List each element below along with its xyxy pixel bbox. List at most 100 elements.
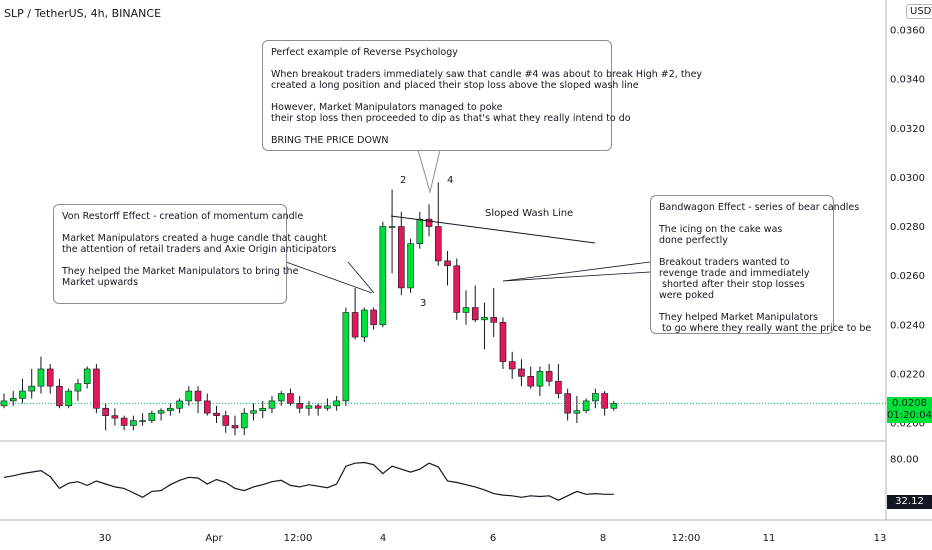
label-3: 3	[420, 298, 426, 309]
candle-up[interactable]	[610, 403, 618, 409]
candle-up[interactable]	[148, 412, 156, 421]
candle-down[interactable]	[314, 405, 322, 409]
candle-up[interactable]	[0, 400, 8, 407]
candle-down[interactable]	[527, 376, 534, 387]
candle-down[interactable]	[56, 385, 63, 407]
left-note-pointer	[347, 261, 375, 294]
candle-down[interactable]	[102, 407, 109, 416]
candle-up[interactable]	[333, 400, 340, 407]
candle-down[interactable]	[194, 390, 202, 402]
note-line: were poked	[659, 290, 715, 301]
note-bandwagon[interactable]: Bandwagon Effect - series of bear candle…	[650, 195, 871, 334]
sloped-wash-line[interactable]	[390, 215, 596, 244]
candle-up[interactable]	[240, 412, 248, 429]
candle-up[interactable]	[379, 226, 387, 326]
candle-up[interactable]	[185, 390, 193, 402]
candle-up[interactable]	[462, 307, 470, 313]
price-tick-label: 0.0300	[890, 173, 925, 184]
note-line: They helped the Market Manipulators to b…	[62, 266, 299, 277]
note-line: created a long position and placed their…	[271, 80, 639, 91]
price-tick-label: 0.0320	[890, 124, 925, 135]
note-line: Von Restorff Effect - creation of moment…	[62, 211, 304, 222]
candle-down[interactable]	[93, 368, 100, 409]
candle-down[interactable]	[434, 226, 442, 262]
candle-up[interactable]	[37, 368, 45, 387]
note-reverse-psychology[interactable]: Perfect example of Reverse Psychology Whe…	[262, 40, 702, 151]
bar-countdown: 01:20:04	[887, 410, 932, 421]
candle-up[interactable]	[167, 407, 174, 412]
candle-down[interactable]	[222, 415, 230, 426]
candle-down[interactable]	[453, 265, 461, 313]
candle-down[interactable]	[555, 380, 562, 394]
note-line: done perfectly	[659, 235, 728, 246]
candle-up[interactable]	[342, 312, 350, 402]
candle-down[interactable]	[425, 218, 433, 227]
candle-up[interactable]	[65, 390, 72, 407]
price-tick-label: 0.0360	[890, 26, 925, 37]
candle-down[interactable]	[120, 417, 128, 426]
candle-down[interactable]	[398, 226, 405, 289]
candle-up[interactable]	[407, 243, 414, 289]
center-note-pointer	[417, 149, 441, 194]
candle-up[interactable]	[19, 390, 26, 399]
candle-up[interactable]	[139, 420, 146, 422]
note-von-restorff[interactable]: Von Restorff Effect - creation of moment…	[53, 204, 336, 304]
candle-up[interactable]	[361, 309, 368, 338]
candle-up[interactable]	[416, 218, 424, 244]
candle-down[interactable]	[545, 371, 553, 382]
candle-up[interactable]	[250, 410, 257, 414]
candle-up[interactable]	[74, 383, 82, 392]
candle-down[interactable]	[471, 307, 479, 321]
note-line: Market Manipulators created a huge candl…	[62, 233, 328, 244]
price-tick-label: 0.0260	[890, 271, 925, 282]
candle-up[interactable]	[481, 317, 488, 321]
candle-up[interactable]	[573, 410, 581, 414]
candle-up[interactable]	[536, 371, 544, 387]
candle-down[interactable]	[490, 317, 498, 323]
time-axis[interactable]: 30 Apr 12:00 4 6 8 12:00 11 13	[99, 533, 887, 544]
candle-down[interactable]	[351, 312, 359, 338]
candle-up[interactable]	[176, 400, 183, 409]
candle-down[interactable]	[518, 368, 525, 377]
label-4: 4	[447, 175, 453, 186]
time-tick-label: 4	[380, 533, 386, 544]
candle-up[interactable]	[305, 405, 313, 409]
time-tick-label: 30	[99, 533, 112, 544]
price-axis[interactable]: 0.0360 0.0340 0.0320 0.0300 0.0280 0.0260 0.02…	[890, 26, 925, 430]
candle-up[interactable]	[582, 400, 590, 412]
note-line: their stop loss then proceeded to dip as…	[271, 113, 631, 124]
candle-up[interactable]	[259, 407, 267, 412]
candle-down[interactable]	[46, 368, 54, 387]
note-line	[659, 246, 825, 257]
candle-up[interactable]	[324, 405, 331, 409]
last-price-value: 0.0208	[892, 398, 927, 409]
last-price-badge: 0.0208 01:20:04	[887, 397, 932, 423]
candle-down[interactable]	[203, 400, 211, 414]
candle-down[interactable]	[231, 425, 239, 429]
candle-up[interactable]	[157, 410, 165, 414]
candle-up[interactable]	[130, 420, 137, 426]
candle-down[interactable]	[601, 393, 608, 409]
candle-down[interactable]	[499, 321, 507, 362]
candle-down[interactable]	[564, 393, 571, 414]
note-line	[659, 213, 825, 224]
candle-up[interactable]	[83, 368, 91, 384]
candle-down[interactable]	[444, 260, 451, 267]
candle-down[interactable]	[111, 415, 119, 419]
candle-up[interactable]	[9, 398, 17, 402]
candles[interactable]	[0, 182, 618, 436]
candle-up[interactable]	[592, 393, 599, 402]
candle-down[interactable]	[213, 412, 220, 416]
candle-up[interactable]	[268, 400, 276, 409]
candle-down[interactable]	[296, 403, 303, 409]
note-line	[271, 91, 603, 102]
candle-up[interactable]	[277, 393, 285, 402]
candle-down[interactable]	[287, 393, 294, 404]
note-line: The icing on the cake was	[659, 224, 783, 235]
candle-down[interactable]	[370, 309, 377, 326]
candle-up[interactable]	[388, 226, 396, 228]
currency-button[interactable]: USDT	[906, 4, 932, 19]
candle-up[interactable]	[28, 385, 36, 392]
candle-down[interactable]	[508, 361, 516, 370]
time-tick-label: Apr	[205, 533, 223, 544]
